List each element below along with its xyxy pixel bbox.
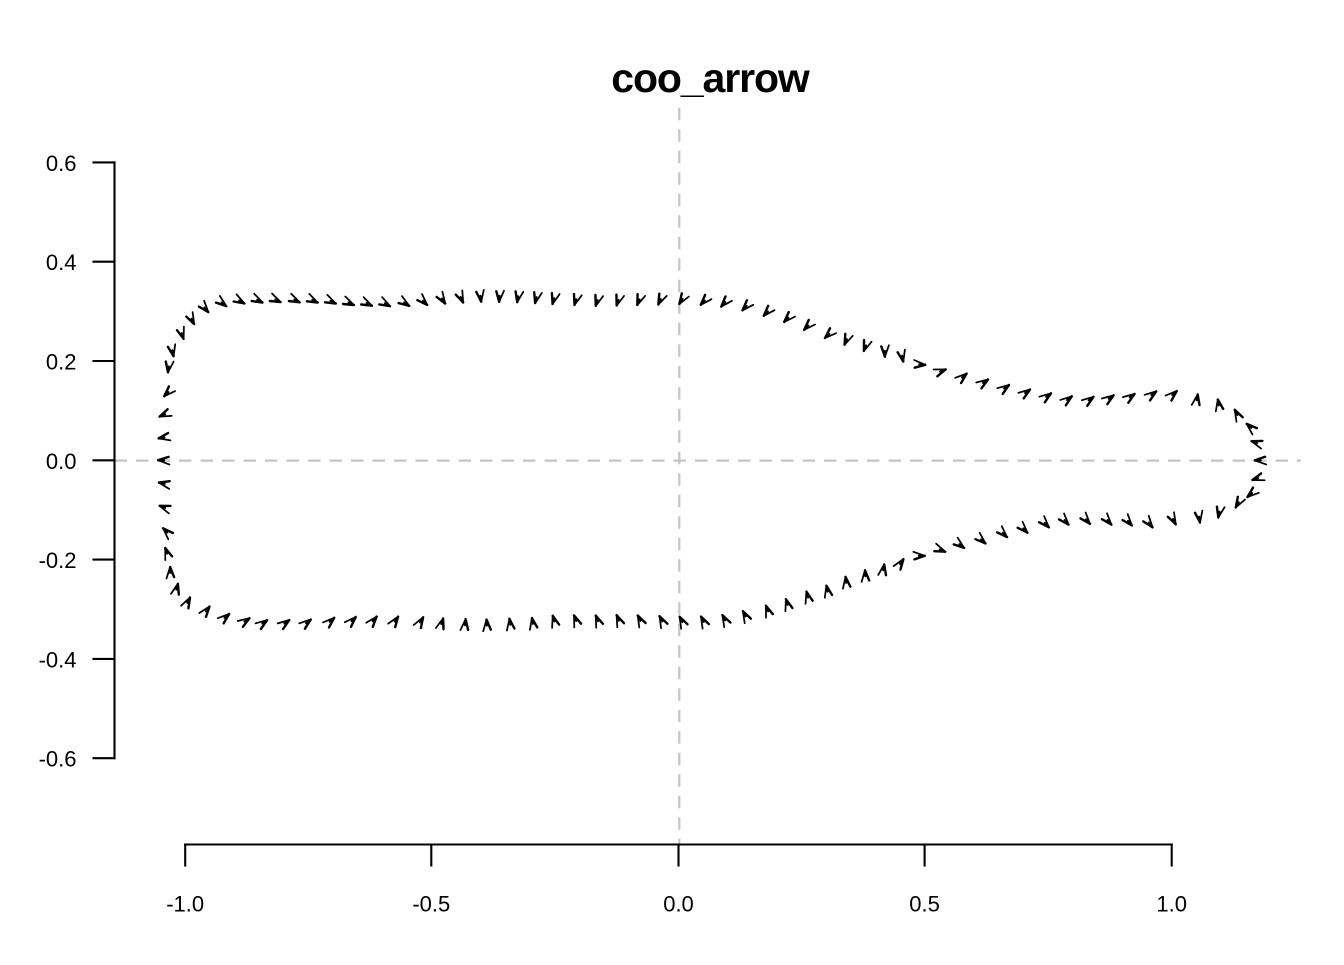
svg-text:1.0: 1.0 — [1156, 892, 1187, 917]
svg-text:0.2: 0.2 — [46, 350, 77, 375]
svg-text:0.6: 0.6 — [46, 151, 77, 176]
svg-text:coo_arrow: coo_arrow — [611, 55, 810, 101]
svg-text:-0.6: -0.6 — [39, 747, 77, 772]
svg-text:-0.4: -0.4 — [39, 647, 77, 672]
svg-text:0.4: 0.4 — [46, 250, 77, 275]
svg-text:-0.2: -0.2 — [39, 548, 77, 573]
svg-text:0.0: 0.0 — [46, 449, 77, 474]
svg-text:-1.0: -1.0 — [166, 892, 204, 917]
svg-text:-0.5: -0.5 — [412, 892, 450, 917]
svg-text:0.5: 0.5 — [909, 892, 940, 917]
svg-text:0.0: 0.0 — [663, 892, 694, 917]
